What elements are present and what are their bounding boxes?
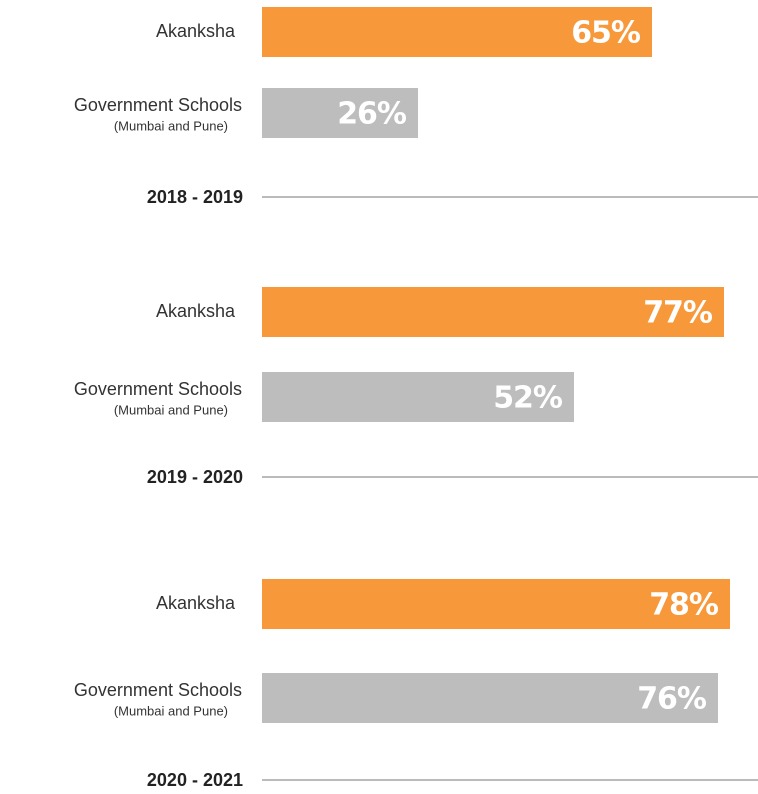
value-label: 77% — [643, 296, 713, 331]
bar — [262, 88, 418, 138]
group-label: 2020 - 2021 — [147, 770, 243, 790]
bar — [262, 673, 718, 723]
group-label: 2019 - 2020 — [147, 467, 243, 487]
value-label: 78% — [649, 588, 719, 623]
bar — [262, 372, 574, 422]
group-label: 2018 - 2019 — [147, 187, 243, 207]
category-label: Government Schools — [74, 95, 242, 115]
category-note: (Mumbai and Pune) — [114, 402, 228, 417]
value-label: 76% — [637, 682, 707, 717]
value-label: 65% — [571, 16, 641, 51]
category-label: Akanksha — [156, 21, 236, 41]
category-label: Government Schools — [74, 379, 242, 399]
value-label: 26% — [337, 97, 407, 132]
category-note: (Mumbai and Pune) — [114, 703, 228, 718]
category-label: Akanksha — [156, 301, 236, 321]
category-label: Government Schools — [74, 680, 242, 700]
bar — [262, 7, 652, 57]
bar — [262, 287, 724, 337]
category-label: Akanksha — [156, 593, 236, 613]
value-label: 52% — [493, 381, 563, 416]
category-note: (Mumbai and Pune) — [114, 118, 228, 133]
bar — [262, 579, 730, 629]
